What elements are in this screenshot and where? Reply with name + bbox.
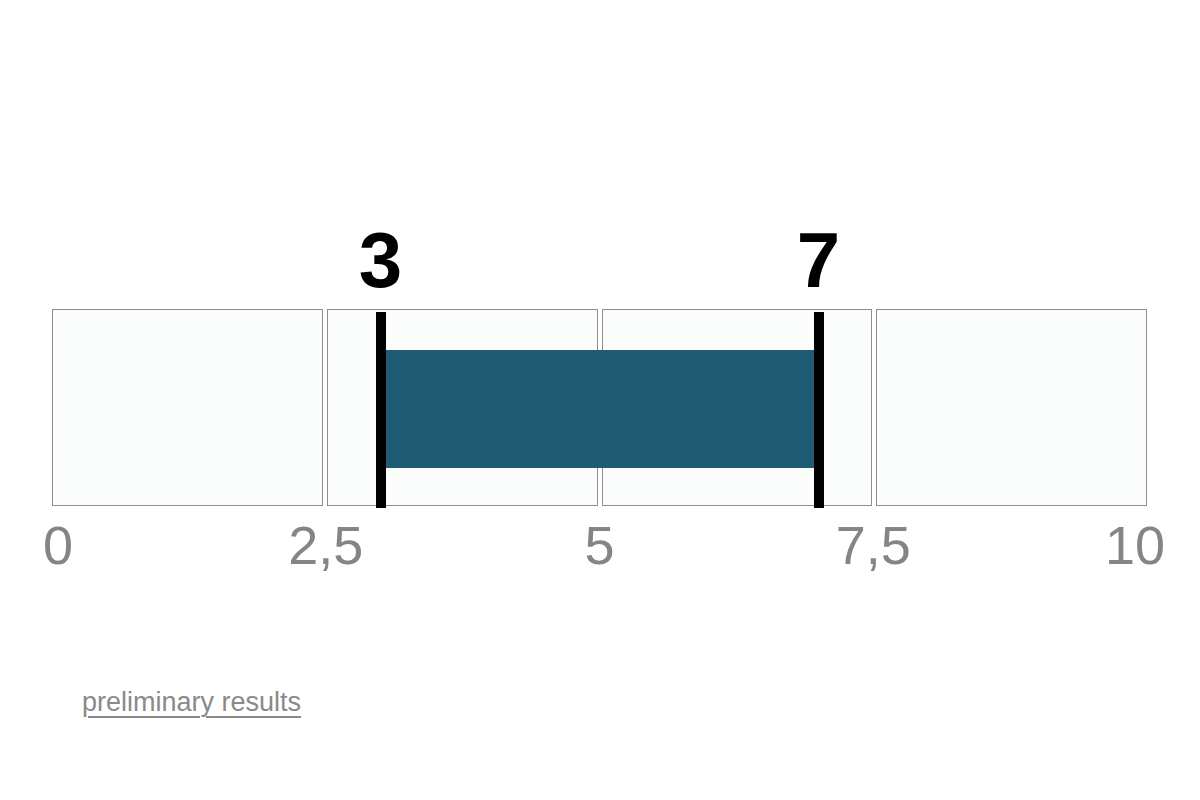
tick-label-0: 0 — [43, 518, 73, 572]
scale-segment-0 — [52, 309, 323, 506]
preliminary-results-link[interactable]: preliminary results — [82, 686, 301, 718]
infographic-canvas: 3 7 02,557,510 preliminary results — [0, 0, 1200, 800]
range-end-value-label: 7 — [797, 221, 840, 299]
range-bar — [386, 350, 814, 468]
range-start-marker — [376, 312, 386, 508]
axis-tick-labels: 02,557,510 — [52, 506, 1147, 586]
tick-label-2.5: 2,5 — [288, 518, 363, 572]
range-chart: 3 7 02,557,510 — [52, 309, 1147, 506]
tick-label-5: 5 — [584, 518, 614, 572]
range-start-value-label: 3 — [359, 221, 402, 299]
tick-label-10: 10 — [1105, 518, 1165, 572]
tick-label-7.5: 7,5 — [836, 518, 911, 572]
scale-segment-3 — [876, 309, 1147, 506]
range-end-marker — [814, 312, 824, 508]
